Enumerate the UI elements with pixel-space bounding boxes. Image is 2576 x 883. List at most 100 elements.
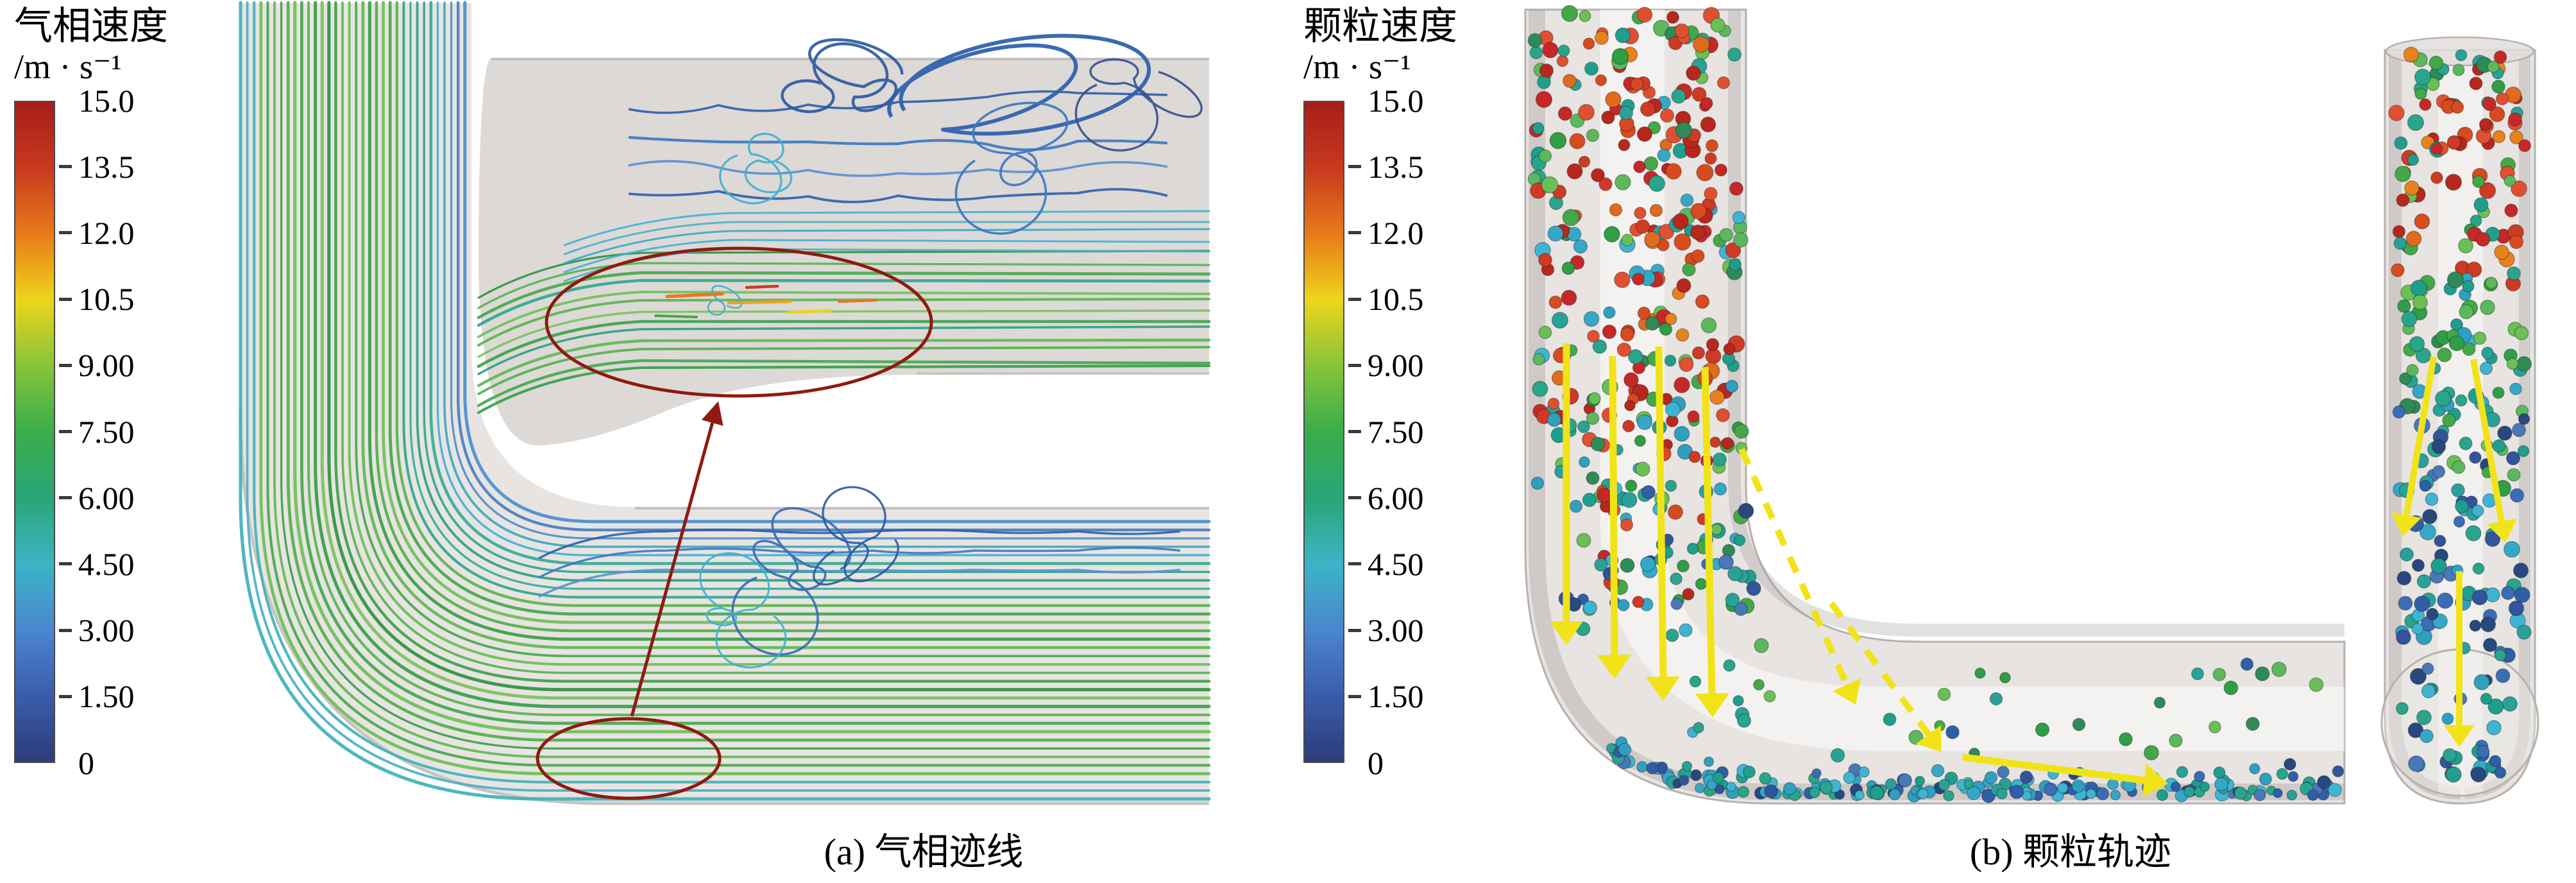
colorbar-tick-labels: 15.0 13.5 12.0 10.5 9.00 7.50 6.00 4.50 3.00 1.50… [1344, 83, 1460, 781]
tick-mark [59, 363, 72, 367]
colorbar-tick-label: 3.00 [1368, 612, 1424, 649]
colorbar-tick: 9.00 [1344, 347, 1424, 384]
gas-velocity-colorbar: 气相速度 /m · s⁻¹ 15.0 13.5 12.0 10.5 9.00 7.50 6.… [0, 0, 180, 781]
gas-streamlines [239, 1, 1211, 801]
yellow-flow-arrow [1962, 753, 2145, 784]
colorbar-tick: 3.00 [1344, 612, 1424, 649]
arrow-head [2142, 764, 2168, 797]
colorbar-tick: 1.50 [1344, 678, 1424, 715]
colorbar-tick: 10.5 [55, 280, 135, 318]
tick-mark [1348, 628, 1361, 632]
colorbar-tick: 7.50 [1344, 413, 1424, 450]
colorbar-header: 颗粒速度 /m · s⁻¹ [1303, 5, 1469, 87]
colorbar-tick-label: 9.00 [78, 347, 135, 384]
colorbar-tick: 6.00 [1344, 479, 1424, 517]
tick-mark [59, 562, 72, 566]
annotation-arrow [630, 401, 724, 717]
vortex-streamlines [538, 33, 1203, 669]
colorbar-tick-labels: 15.0 13.5 12.0 10.5 9.00 7.50 6.00 4.50 3.00 1.50… [55, 83, 171, 781]
flow-direction-arrows [1550, 343, 2517, 797]
gas-streamlines-visualization [239, 1, 1211, 805]
colorbar-tick: 0 [1344, 744, 1384, 782]
tick-mark [59, 628, 72, 632]
annotation-ellipse-small [536, 717, 722, 800]
colorbar-title: 气相速度 [14, 5, 168, 47]
colorbar-tick-label: 12.0 [1368, 214, 1424, 251]
colorbar-tick-label: 6.00 [1368, 479, 1424, 516]
colorbar-tick-label: 12.0 [78, 214, 135, 251]
colorbar-units: /m · s⁻¹ [1303, 47, 1411, 87]
tick-mark [1348, 231, 1361, 235]
tick-mark [59, 231, 72, 235]
colorbar-gradient-bar [14, 100, 55, 763]
tick-mark [59, 430, 72, 434]
colorbar-tick-label: 4.50 [78, 545, 135, 582]
yellow-flow-arrow [1701, 366, 1716, 694]
particle-velocity-colorbar: 颗粒速度 /m · s⁻¹ 15.0 13.5 12.0 10.5 9.00 7.50 6.… [1289, 0, 1469, 781]
colorbar-tick-label: 13.5 [1368, 148, 1424, 185]
colorbar-tick: 7.50 [55, 413, 135, 450]
colorbar-tick: 6.00 [55, 479, 135, 517]
colorbar-tick-label: 6.00 [78, 479, 135, 516]
colorbar-tick-label: 13.5 [78, 148, 135, 185]
colorbar-tick-label: 10.5 [1368, 281, 1424, 318]
yellow-flow-arrow [1655, 346, 1667, 678]
colorbar-tick: 15.0 [55, 82, 135, 119]
arrow-head [2444, 725, 2475, 747]
arrow-head [1550, 621, 1583, 645]
tick-mark [1348, 562, 1361, 566]
colorbar-tick: 1.50 [55, 678, 135, 715]
arrow-head [1597, 655, 1631, 679]
arrow-head [1695, 693, 1729, 717]
arrow-head [1833, 678, 1861, 705]
colorbar-tick-label: 1.50 [78, 678, 135, 715]
colorbar-tick: 4.50 [55, 545, 135, 583]
colorbar-tick: 3.00 [55, 612, 135, 649]
yellow-flow-arrow [2470, 359, 2505, 522]
arrow-head [1916, 725, 1942, 752]
gas-streamlines-viz-container [180, 0, 1289, 883]
colorbar-tick-label: 7.50 [78, 413, 135, 450]
particle-trajectories-visualization [1524, 4, 2539, 805]
particle-trajectories-viz-container [1469, 0, 2576, 883]
colorbar-tick-label: 15.0 [78, 82, 135, 119]
panel-particle-trajectories: 颗粒速度 /m · s⁻¹ 15.0 13.5 12.0 10.5 9.00 7.50 6.… [1289, 0, 2576, 883]
colorbar-tick-label: 9.00 [1368, 347, 1424, 384]
panel-b-caption: (b) 颗粒轨迹 [1969, 831, 2172, 873]
yellow-flow-arrow [1609, 356, 1618, 656]
colorbar-tick: 13.5 [1344, 148, 1424, 185]
colorbar-scale: 15.0 13.5 12.0 10.5 9.00 7.50 6.00 4.50 3.00 1.50… [14, 83, 180, 781]
annotation-ellipse-large [545, 246, 933, 398]
tick-mark [59, 496, 72, 500]
colorbar-tick: 12.0 [1344, 214, 1424, 252]
tick-mark [1348, 694, 1361, 698]
colorbar-tick-label: 0 [1368, 744, 1384, 781]
tick-mark [1348, 363, 1361, 367]
colorbar-tick-label: 15.0 [1368, 82, 1424, 119]
colorbar-tick: 4.50 [1344, 545, 1424, 583]
high-speed-recirculation-segments [654, 284, 877, 318]
colorbar-header: 气相速度 /m · s⁻¹ [14, 5, 180, 87]
colorbar-tick: 0 [55, 744, 94, 782]
yellow-flow-arrow [2403, 356, 2437, 515]
tick-mark [1348, 430, 1361, 434]
colorbar-units: /m · s⁻¹ [14, 47, 122, 87]
tick-mark [59, 297, 72, 301]
colorbar-title: 颗粒速度 [1303, 5, 1457, 47]
arrow-head [2391, 512, 2421, 536]
tick-mark [59, 694, 72, 698]
colorbar-tick-label: 10.5 [78, 281, 135, 318]
colorbar-tick-label: 3.00 [78, 612, 135, 649]
colorbar-tick-label: 1.50 [1368, 678, 1424, 715]
colorbar-gradient-bar [1303, 100, 1344, 763]
colorbar-tick-label: 7.50 [1368, 413, 1424, 450]
colorbar-tick: 12.0 [55, 214, 135, 252]
colorbar-tick-label: 4.50 [1368, 545, 1424, 582]
colorbar-tick: 13.5 [55, 148, 135, 185]
colorbar-tick: 9.00 [55, 347, 135, 384]
arrow-head [2487, 519, 2517, 543]
tick-mark [59, 165, 72, 169]
panel-a-caption: (a) 气相迹线 [824, 831, 1024, 873]
yellow-flow-arrow [1738, 447, 1850, 687]
recirculation-annotation [536, 246, 933, 800]
